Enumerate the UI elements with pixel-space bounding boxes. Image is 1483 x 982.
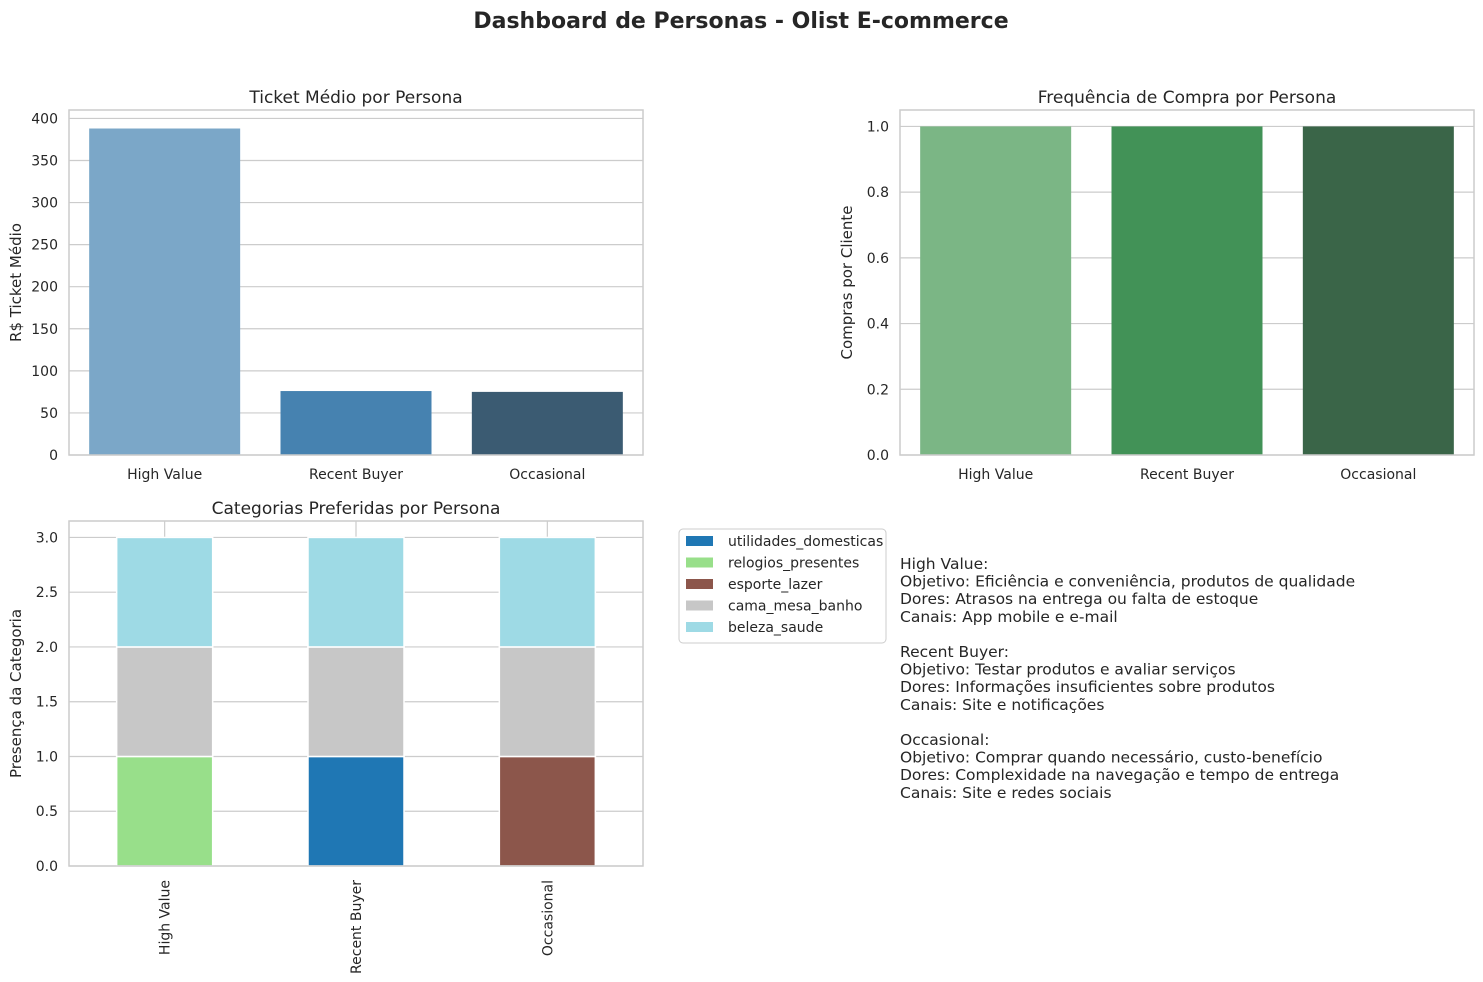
bar-recent-buyer-cama-mesa-banho	[307, 646, 405, 758]
bar-high-value	[89, 128, 241, 455]
bar-occasional-esporte-lazer	[498, 755, 597, 867]
y-tick-label: 0.0	[36, 859, 58, 875]
y-tick-label: 200	[31, 280, 58, 296]
ticket-medio-chart: 0 50 100 150 200 250 300 350 400 High Value Recent…	[7, 88, 644, 483]
persona-detail-line: Dores: Atrasos na entrega ou falta de es…	[900, 590, 1258, 608]
y-tick-label: 1.0	[36, 749, 58, 765]
persona-detail-line: Canais: Site e redes sociais	[900, 784, 1112, 802]
y-tick-label: 100	[31, 364, 58, 380]
legend-swatch-utilidades-domesticas	[686, 536, 713, 546]
persona-name: High Value:	[900, 555, 988, 573]
bar-occasional	[471, 391, 623, 455]
bar-occasional-beleza-saude	[498, 536, 597, 648]
x-tick-label: Occasional	[1340, 467, 1416, 483]
x-tick-label: High Value	[158, 880, 174, 955]
y-tick-label: 0.2	[867, 382, 889, 398]
bar-high-value	[920, 126, 1072, 455]
persona-detail-line: Dores: Complexidade na navegação e tempo…	[900, 766, 1339, 784]
persona-name: Occasional:	[900, 731, 989, 749]
y-tick-label: 350	[31, 153, 58, 169]
y-tick-label: 3.0	[36, 530, 58, 546]
legend-swatch-beleza-saude	[686, 622, 713, 632]
chart-title: Categorias Preferidas por Persona	[212, 499, 501, 519]
categorias-preferidas-chart: 0.0 0.5 1.0 1.5 2.0 2.5 3.0 High Value Recent Bu…	[7, 499, 644, 974]
bar-high-value-beleza-saude	[115, 536, 214, 648]
persona-detail-line: Canais: Site e notificações	[900, 696, 1104, 714]
frequencia-compra-chart: 0.0 0.2 0.4 0.6 0.8 1.0 High Value Recent Buyer…	[838, 88, 1475, 483]
bar-recent-buyer-beleza-saude	[307, 536, 405, 648]
bar-occasional-cama-mesa-banho	[498, 646, 597, 758]
persona-detail-line: Objetivo: Comprar quando necessário, cus…	[900, 749, 1322, 767]
chart-title: Frequência de Compra por Persona	[1038, 88, 1337, 108]
y-tick-label: 0.8	[867, 185, 889, 201]
plot-frame	[899, 109, 1475, 456]
x-tick-label: Occasional	[540, 880, 556, 956]
chart-title: Ticket Médio por Persona	[248, 88, 462, 108]
y-tick-label: 2.0	[36, 640, 58, 656]
plot-frame	[68, 109, 644, 456]
persona-detail-line: Dores: Informações insuficientes sobre p…	[900, 678, 1275, 696]
categorias-legend: utilidades_domesticas relogios_presentese…	[678, 528, 887, 644]
x-tick-label: High Value	[958, 467, 1033, 483]
y-axis-label: Presença da Categoria	[7, 609, 25, 778]
bar-recent-buyer-utilidades-domesticas	[307, 755, 405, 867]
bar-recent-buyer	[280, 391, 432, 455]
persona-detail-line: Objetivo: Eficiência e conveniência, pro…	[900, 573, 1355, 591]
y-tick-label: 400	[31, 111, 58, 127]
x-tick-label: Recent Buyer	[1140, 467, 1234, 483]
x-tick-label: Recent Buyer	[349, 880, 365, 974]
persona-detail-line: Canais: App mobile e e-mail	[900, 608, 1118, 626]
legend-swatch-relogios-presentes	[686, 557, 713, 568]
bar-high-value-cama-mesa-banho	[115, 646, 214, 758]
y-tick-label: 0	[49, 448, 58, 464]
personas-description: High Value:Objetivo: Eficiência e conven…	[900, 555, 1355, 802]
dashboard-title: Dashboard de Personas - Olist E-commerce	[473, 9, 1008, 34]
bar-high-value-relogios-presentes	[115, 755, 214, 867]
y-axis-label: Compras por Cliente	[838, 205, 856, 359]
legend-label: utilidades_domesticas	[728, 534, 883, 550]
y-tick-label: 250	[31, 238, 58, 254]
y-tick-label: 150	[31, 322, 58, 338]
y-tick-label: 1.0	[867, 119, 889, 135]
x-tick-label: Occasional	[509, 467, 585, 483]
persona-name: Recent Buyer:	[900, 643, 1009, 661]
persona-detail-line: Objetivo: Testar produtos e avaliar serv…	[900, 661, 1236, 679]
y-tick-label: 0.5	[36, 804, 58, 820]
y-tick-label: 1.5	[36, 695, 58, 711]
x-tick-label: High Value	[127, 467, 202, 483]
legend-swatch-cama-mesa-banho	[686, 600, 713, 611]
y-axis-label: R$ Ticket Médio	[7, 223, 25, 342]
bar-occasional	[1302, 126, 1454, 455]
y-tick-label: 0.4	[867, 317, 889, 333]
y-tick-label: 300	[31, 196, 58, 212]
legend-label: beleza_saude	[728, 620, 823, 636]
x-tick-label: Recent Buyer	[309, 467, 403, 483]
bar-recent-buyer	[1111, 126, 1263, 455]
legend-label: cama_mesa_banho	[728, 599, 862, 615]
y-tick-label: 2.5	[36, 585, 58, 601]
y-tick-label: 0.0	[867, 448, 889, 464]
legend-swatch-esporte-lazer	[686, 579, 713, 589]
y-tick-label: 50	[40, 406, 58, 422]
legend-label: esporte_lazer	[728, 577, 823, 593]
legend-label: relogios_presentes	[728, 556, 859, 572]
plot-frame	[68, 520, 644, 867]
legend-box	[678, 528, 887, 644]
y-tick-label: 0.6	[867, 251, 889, 267]
